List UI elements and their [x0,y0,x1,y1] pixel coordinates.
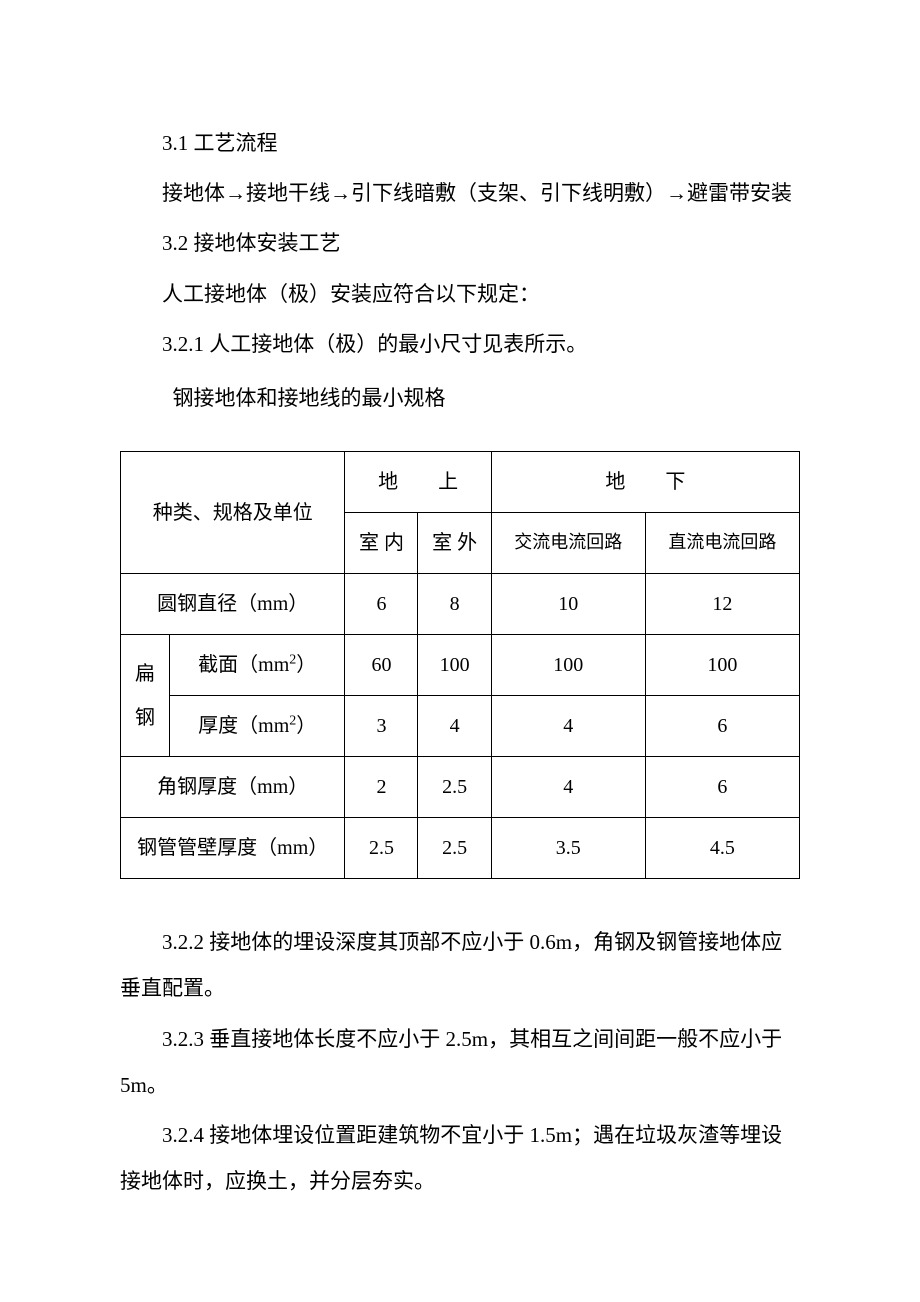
cell-value: 100 [491,635,645,696]
cell-value: 2.5 [418,757,491,818]
cell-group-label: 扁钢 [121,635,170,757]
th-below-ground: 地 下 [491,452,799,513]
cell-value: 2.5 [418,818,491,879]
cell-value: 10 [491,574,645,635]
cell-value: 100 [418,635,491,696]
para-3-2-1: 3.2.1 人工接地体（极）的最小尺寸见表所示。 [120,321,800,367]
para-3-2-2: 3.2.2 接地体的埋设深度其顶部不应小于 0.6m，角钢及钢管接地体应垂直配置… [120,919,800,1011]
cell-value: 4 [491,757,645,818]
cell-label: 角钢厚度（mm） [121,757,345,818]
spec-table: 种类、规格及单位 地 上 地 下 室 内 室 外 交流电流回路 直流电流回路 圆… [120,451,800,879]
table-row: 圆钢直径（mm） 6 8 10 12 [121,574,800,635]
cell-value: 6 [345,574,418,635]
cell-value: 3 [345,696,418,757]
para-3-1-body: 接地体→接地干线→引下线暗敷（支架、引下线明敷）→避雷带安装 [120,170,800,216]
cell-label: 钢管管壁厚度（mm） [121,818,345,879]
para-3-2-4: 3.2.4 接地体埋设位置距建筑物不宜小于 1.5m；遇在垃圾灰渣等埋设接地体时… [120,1112,800,1204]
cell-label: 圆钢直径（mm） [121,574,345,635]
cell-value: 2.5 [345,818,418,879]
cell-value: 100 [645,635,799,696]
table-title: 钢接地体和接地线的最小规格 [120,375,800,421]
table-row: 角钢厚度（mm） 2 2.5 4 6 [121,757,800,818]
cell-value: 4 [418,696,491,757]
table-header-row-1: 种类、规格及单位 地 上 地 下 [121,452,800,513]
cell-value: 6 [645,696,799,757]
cell-label: 厚度（mm2） [169,696,344,757]
cell-value: 4.5 [645,818,799,879]
th-outdoor: 室 外 [418,513,491,574]
para-3-2-3: 3.2.3 垂直接地体长度不应小于 2.5m，其相互之间间距一般不应小于 5m。 [120,1016,800,1108]
th-ac-loop: 交流电流回路 [491,513,645,574]
th-category: 种类、规格及单位 [121,452,345,574]
cell-value: 4 [491,696,645,757]
para-3-2-title: 3.2 接地体安装工艺 [120,220,800,266]
table-row: 钢管管壁厚度（mm） 2.5 2.5 3.5 4.5 [121,818,800,879]
cell-value: 2 [345,757,418,818]
cell-value: 6 [645,757,799,818]
para-3-2-body: 人工接地体（极）安装应符合以下规定： [120,271,800,317]
cell-label: 截面（mm2） [169,635,344,696]
cell-value: 60 [345,635,418,696]
cell-value: 12 [645,574,799,635]
cell-value: 3.5 [491,818,645,879]
para-3-1-title: 3.1 工艺流程 [120,120,800,166]
th-indoor: 室 内 [345,513,418,574]
table-row: 扁钢 截面（mm2） 60 100 100 100 [121,635,800,696]
document-content: 3.1 工艺流程 接地体→接地干线→引下线暗敷（支架、引下线明敷）→避雷带安装 … [120,120,800,1204]
table-row: 厚度（mm2） 3 4 4 6 [121,696,800,757]
th-above-ground: 地 上 [345,452,491,513]
th-dc-loop: 直流电流回路 [645,513,799,574]
cell-value: 8 [418,574,491,635]
